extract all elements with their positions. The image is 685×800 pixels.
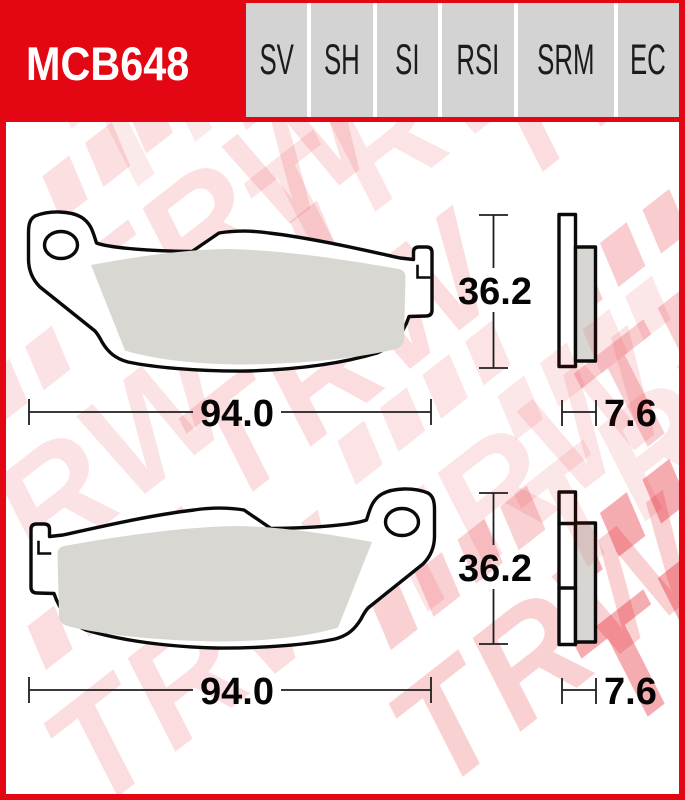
header-bar: MCB648 SV SH SI RSI SRM EC bbox=[0, 0, 685, 122]
length-value: 94.0 bbox=[200, 393, 274, 435]
orientation-mark bbox=[416, 264, 431, 279]
part-number: MCB648 bbox=[26, 37, 190, 90]
thickness-value: 7.6 bbox=[604, 671, 657, 713]
height-value: 36.2 bbox=[458, 548, 532, 590]
bottom-pad-side-view bbox=[557, 490, 598, 647]
friction-material bbox=[91, 249, 406, 365]
column-label: RSI bbox=[456, 35, 500, 84]
bottom-thickness-dimension: 7.6 bbox=[561, 671, 657, 713]
thickness-value: 7.6 bbox=[604, 393, 657, 435]
brake-pad-drawing: TRW TRW TRW TRW TRW TRW TRW TRW TRW TRW … bbox=[6, 122, 679, 794]
column-header-sv: SV bbox=[246, 3, 308, 117]
friction-section bbox=[573, 521, 598, 644]
bottom-pad-front-view bbox=[29, 487, 437, 650]
column-label: SRM bbox=[537, 35, 595, 84]
column-header-sh: SH bbox=[311, 3, 373, 117]
column-header-srm: SRM bbox=[518, 3, 614, 117]
column-label: SV bbox=[259, 35, 294, 84]
column-label: SH bbox=[324, 35, 361, 84]
column-label: SI bbox=[395, 35, 420, 84]
diagram-area: TRW TRW TRW TRW TRW TRW TRW TRW TRW TRW … bbox=[6, 122, 679, 794]
compound-columns: SV SH SI RSI SRM EC bbox=[246, 3, 679, 117]
mounting-hole bbox=[42, 229, 80, 261]
column-header-ec: EC bbox=[617, 3, 679, 117]
friction-material bbox=[57, 526, 372, 642]
bottom-height-dimension: 36.2 bbox=[458, 492, 532, 645]
mounting-hole bbox=[383, 506, 421, 538]
top-height-dimension: 36.2 bbox=[458, 214, 532, 369]
length-value: 94.0 bbox=[200, 671, 274, 713]
top-length-dimension: 94.0 bbox=[28, 393, 432, 435]
column-header-rsi: RSI bbox=[442, 3, 514, 117]
backplate-section-lines bbox=[557, 521, 578, 590]
orientation-mark bbox=[37, 540, 52, 555]
height-value: 36.2 bbox=[458, 271, 532, 313]
column-header-si: SI bbox=[376, 3, 439, 117]
top-thickness-dimension: 7.6 bbox=[561, 393, 657, 435]
column-label: EC bbox=[630, 35, 667, 84]
top-pad-front-view bbox=[26, 210, 434, 373]
bottom-length-dimension: 94.0 bbox=[28, 671, 432, 713]
